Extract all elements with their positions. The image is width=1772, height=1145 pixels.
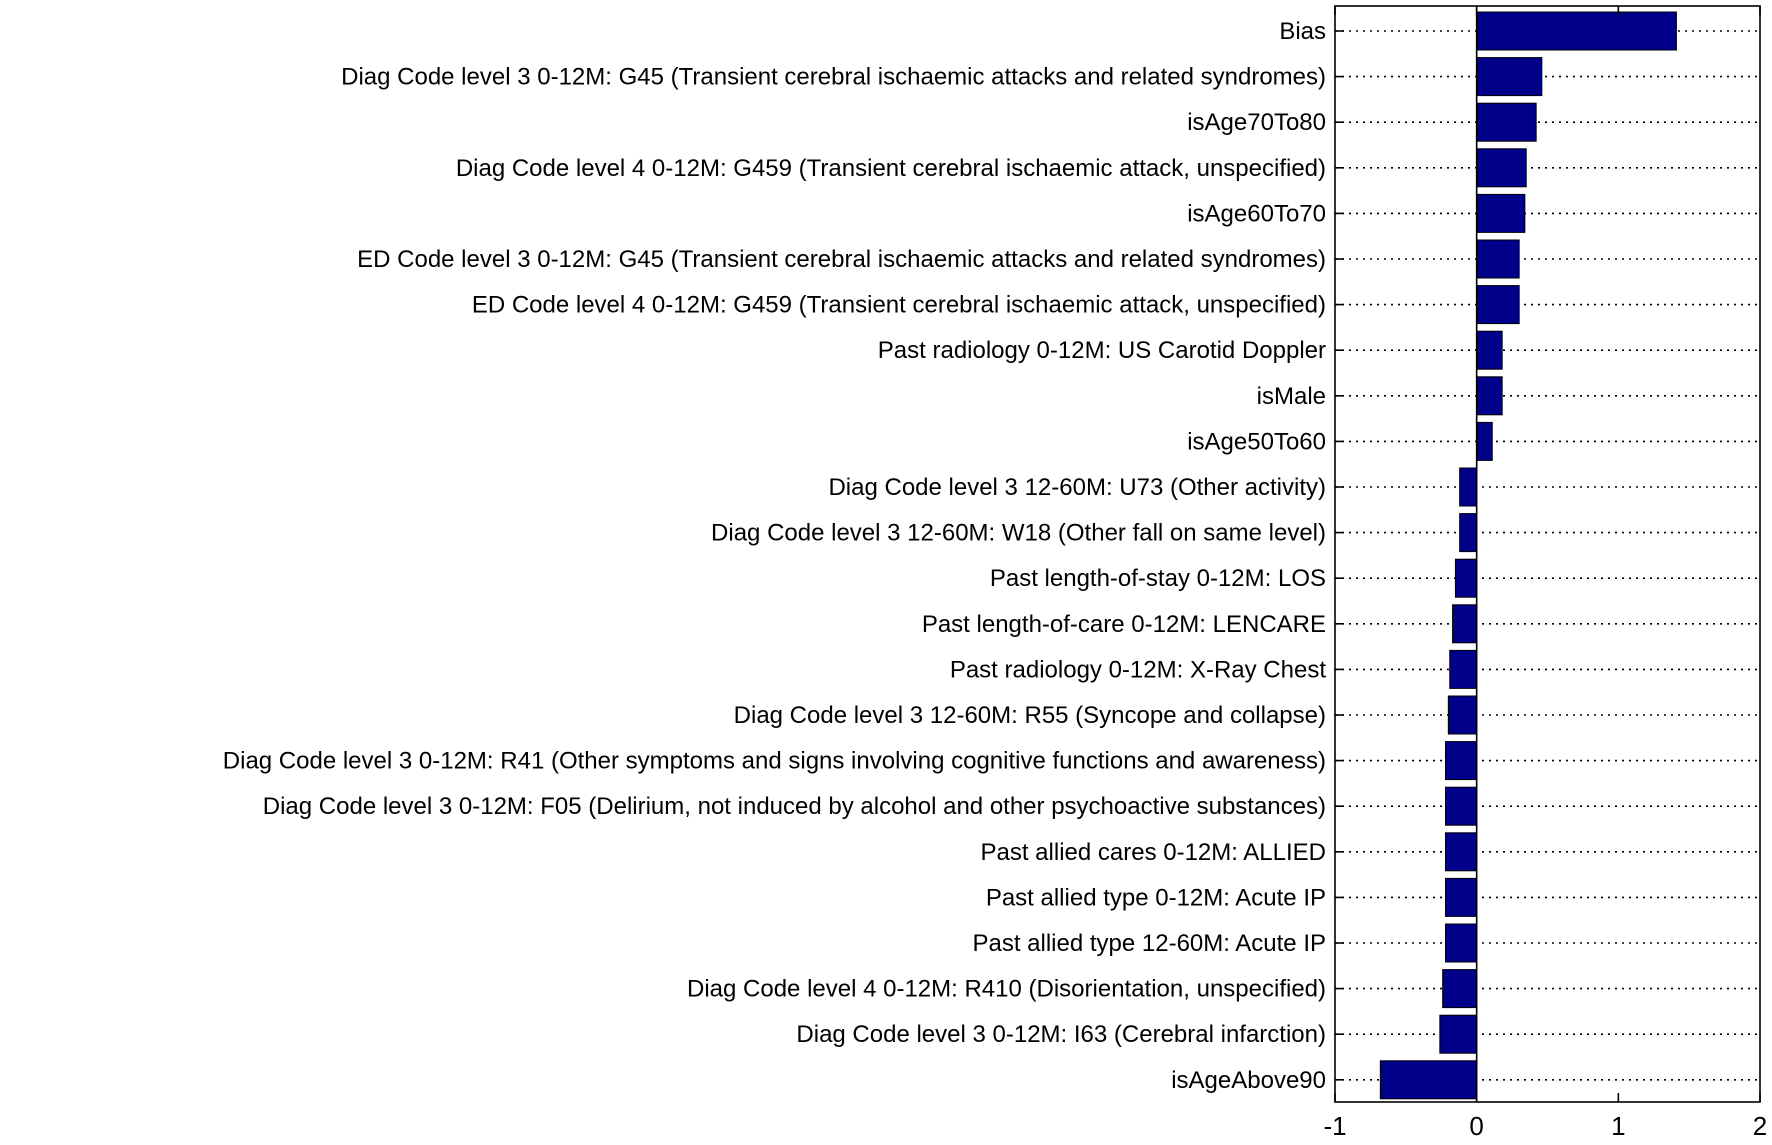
category-label: Past allied type 0-12M: Acute IP (986, 884, 1326, 911)
category-label: Past allied type 12-60M: Acute IP (972, 930, 1326, 957)
bar (1476, 285, 1520, 325)
frame-layer (1334, 5, 1761, 1103)
bar (1454, 558, 1478, 598)
x-tick-layer: -1 0 1 2 (1323, 6, 1767, 1141)
plot-frame (1334, 5, 1761, 1103)
bar (1445, 741, 1478, 781)
category-label: Past radiology 0-12M: X-Ray Chest (950, 656, 1326, 683)
category-label: isAge50To60 (1187, 428, 1326, 455)
bar (1379, 1060, 1478, 1100)
category-label: ED Code level 4 0-12M: G459 (Transient c… (472, 292, 1326, 319)
category-label: Diag Code level 3 0-12M: F05 (Delirium, … (263, 793, 1326, 820)
category-label: Diag Code level 4 0-12M: G459 (Transient… (456, 155, 1326, 182)
x-tick-label: 0 (1469, 1111, 1483, 1140)
bar (1476, 193, 1526, 233)
bar (1445, 832, 1478, 872)
category-label: Diag Code level 3 0-12M: I63 (Cerebral i… (796, 1021, 1326, 1048)
bar (1476, 330, 1503, 370)
category-label: ED Code level 3 0-12M: G45 (Transient ce… (357, 246, 1326, 273)
category-label: Diag Code level 3 12-60M: U73 (Other act… (828, 474, 1326, 501)
bar (1476, 376, 1503, 416)
category-label: isAgeAbove90 (1171, 1067, 1326, 1094)
x-tick-label: 2 (1753, 1111, 1767, 1140)
category-label: Past length-of-stay 0-12M: LOS (990, 565, 1326, 592)
bar (1476, 239, 1520, 279)
x-tick-label: 1 (1611, 1111, 1625, 1140)
bar-layer (1379, 11, 1677, 1100)
category-label: Diag Code level 3 0-12M: G45 (Transient … (341, 64, 1326, 91)
category-label-layer: Bias Diag Code level 3 0-12M: G45 (Transi… (223, 18, 1327, 1094)
bar (1452, 604, 1478, 644)
bar (1442, 969, 1478, 1009)
bar (1476, 421, 1493, 461)
bar (1445, 786, 1478, 826)
category-label: Past length-of-care 0-12M: LENCARE (922, 611, 1326, 638)
bar (1439, 1014, 1478, 1054)
bar (1476, 148, 1527, 188)
grid-layer (1335, 30, 1760, 1081)
bar (1459, 513, 1478, 553)
bar (1476, 11, 1677, 51)
bar (1445, 923, 1478, 963)
bar (1476, 102, 1537, 142)
category-label: isAge70To80 (1187, 109, 1326, 136)
bar (1445, 877, 1478, 917)
bar (1476, 57, 1543, 97)
category-label: Diag Code level 4 0-12M: R410 (Disorient… (687, 976, 1326, 1003)
category-label: isMale (1257, 383, 1326, 410)
bar (1447, 695, 1478, 735)
category-label: Past allied cares 0-12M: ALLIED (980, 839, 1326, 866)
category-label: isAge60To70 (1187, 200, 1326, 227)
category-label: Past radiology 0-12M: US Carotid Doppler (878, 337, 1326, 364)
category-label: Diag Code level 3 12-60M: W18 (Other fal… (711, 520, 1326, 547)
bar (1449, 649, 1478, 689)
category-label: Diag Code level 3 12-60M: R55 (Syncope a… (734, 702, 1326, 729)
x-tick-label: -1 (1323, 1111, 1346, 1140)
category-label: Diag Code level 3 0-12M: R41 (Other symp… (223, 748, 1326, 775)
bar (1459, 467, 1478, 507)
category-label: Bias (1279, 18, 1326, 45)
